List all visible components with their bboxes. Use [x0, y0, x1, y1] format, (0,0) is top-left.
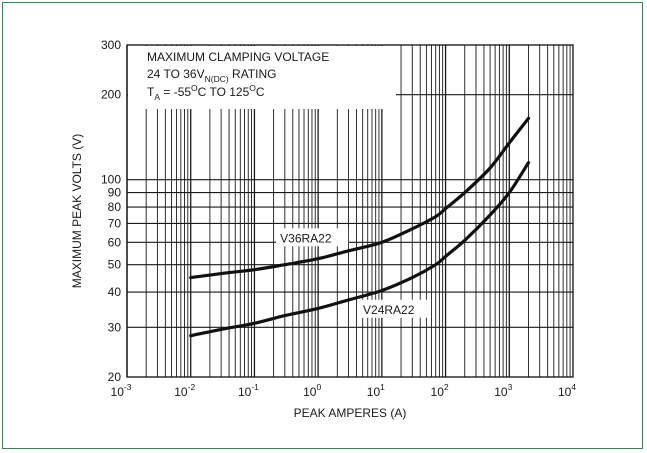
y-tick-label: 40 — [108, 285, 122, 299]
annotation-line-2: 24 TO 36VN(DC) RATING — [147, 67, 276, 84]
annotation-line-3: TA = -55OC TO 125OC — [147, 83, 265, 102]
y-tick-label: 50 — [108, 258, 122, 272]
curves: V36RA22 V24RA22 — [189, 116, 531, 338]
x-tick-label: 10-2 — [174, 382, 195, 399]
series-label-v24ra22: V24RA22 — [363, 303, 415, 317]
y-tick-label: 90 — [108, 186, 122, 200]
y-tick-label: 300 — [101, 38, 121, 52]
annotation-background — [128, 46, 396, 109]
y-tick-label: 200 — [101, 88, 121, 102]
peak-volts-chart: MAXIMUM CLAMPING VOLTAGE 24 TO 36VN(DC) R… — [70, 38, 576, 420]
y-tick-label: 20 — [108, 370, 122, 384]
y-axis-title: MAXIMUM PEAK VOLTS (V) — [70, 134, 84, 288]
x-tick-label: 104 — [558, 382, 576, 399]
y-tick-label: 60 — [108, 235, 122, 249]
x-tick-label: 102 — [431, 382, 449, 399]
annotation-line-1: MAXIMUM CLAMPING VOLTAGE — [147, 50, 329, 64]
x-tick-label: 100 — [303, 382, 321, 399]
series-label-v36ra22: V36RA22 — [280, 231, 332, 245]
tick-labels: 10-3 10-2 10-1 100 101 102 103 104 20 30 40 50 60 70 8… — [101, 38, 576, 399]
series-label-background — [276, 228, 349, 247]
x-tick-label: 10-1 — [238, 382, 259, 399]
chart-frame: MAXIMUM CLAMPING VOLTAGE 24 TO 36VN(DC) R… — [2, 2, 643, 449]
annotation-box: MAXIMUM CLAMPING VOLTAGE 24 TO 36VN(DC) R… — [128, 46, 396, 109]
x-tick-label: 103 — [494, 382, 512, 399]
series-line-v36ra22 — [189, 116, 531, 280]
x-tick-label: 101 — [367, 382, 385, 399]
y-tick-label: 70 — [108, 216, 122, 230]
series-label-background — [359, 299, 432, 318]
y-tick-label: 100 — [101, 173, 121, 187]
y-tick-label: 30 — [108, 320, 122, 334]
series-line-v24ra22 — [189, 161, 531, 338]
y-tick-label: 80 — [108, 200, 122, 214]
x-tick-label: 10-3 — [111, 382, 132, 399]
x-axis-title: PEAK AMPERES (A) — [294, 406, 407, 420]
plot-border — [126, 44, 574, 378]
